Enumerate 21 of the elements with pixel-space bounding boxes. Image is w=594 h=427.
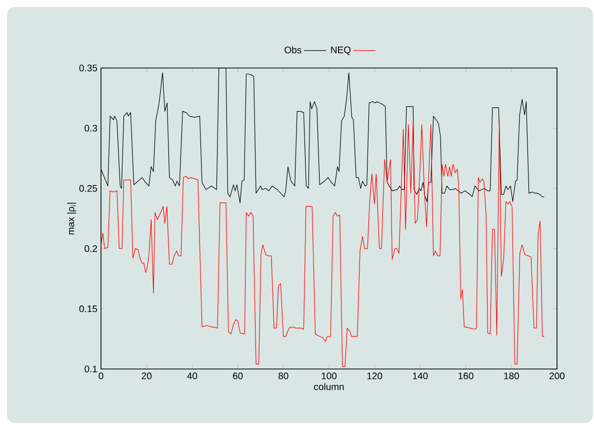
y-tick-label: 0.15 bbox=[79, 305, 98, 312]
y-tick-label: 0.3 bbox=[84, 124, 98, 132]
x-tick-label: 200 bbox=[550, 372, 565, 380]
x-tick-label: 60 bbox=[233, 372, 243, 380]
y-axis-title: max |ρ$_{i}$| bbox=[67, 202, 76, 234]
x-tick-label: 80 bbox=[278, 372, 288, 380]
y-tick-label: 0.1 bbox=[84, 366, 98, 372]
legend-label: Obs bbox=[284, 46, 302, 54]
x-tick-label: 40 bbox=[187, 372, 198, 380]
x-tick-label: 20 bbox=[142, 372, 152, 380]
x-tick-label: 100 bbox=[322, 372, 337, 380]
x-tick-label: 160 bbox=[458, 372, 474, 380]
x-tick-label: 120 bbox=[367, 372, 382, 380]
x-axis-title: column bbox=[314, 383, 344, 390]
y-tick-label: 0.35 bbox=[79, 64, 98, 72]
x-tick-label: 180 bbox=[504, 372, 519, 380]
x-tick-label: 0 bbox=[98, 372, 104, 380]
y-tick-label: 0.2 bbox=[84, 245, 98, 252]
legend-label: NEQ bbox=[331, 46, 351, 55]
y-tick-label: 0.25 bbox=[79, 185, 98, 192]
x-tick-label: 140 bbox=[413, 372, 428, 380]
